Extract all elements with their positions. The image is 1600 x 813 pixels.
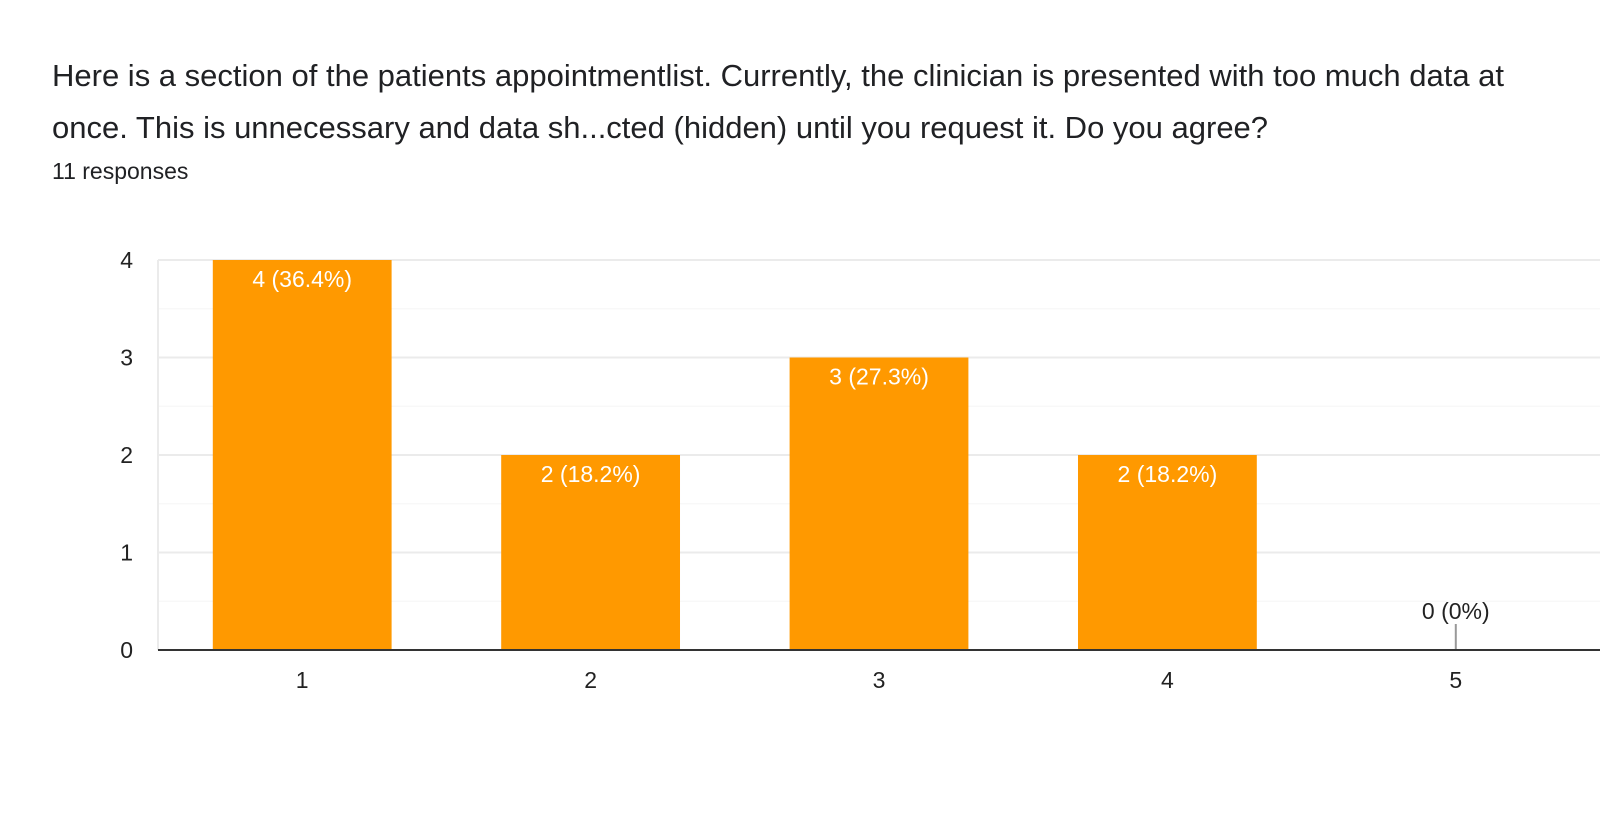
x-tick-label: 2 [584,667,597,693]
x-tick-label: 1 [296,667,309,693]
y-tick-label: 2 [120,442,133,468]
bar [1077,455,1257,650]
x-tick-label: 5 [1449,667,1462,693]
bar [501,455,681,650]
data-label: 2 (18.2%) [541,461,641,487]
x-tick-label: 4 [1161,667,1174,693]
y-tick-label: 3 [120,345,133,371]
data-label: 2 (18.2%) [1118,461,1218,487]
bar [212,260,392,650]
data-label: 3 (27.3%) [829,364,929,390]
y-tick-label: 1 [120,540,133,566]
bar [789,357,969,650]
x-tick-label: 3 [873,667,886,693]
data-label: 0 (0%) [1422,598,1490,624]
y-tick-label: 4 [120,247,133,273]
data-label: 4 (36.4%) [252,266,352,292]
y-tick-label: 0 [120,637,133,663]
question-title: Here is a section of the patients appoin… [52,58,1505,145]
response-count: 11 responses [52,158,189,184]
